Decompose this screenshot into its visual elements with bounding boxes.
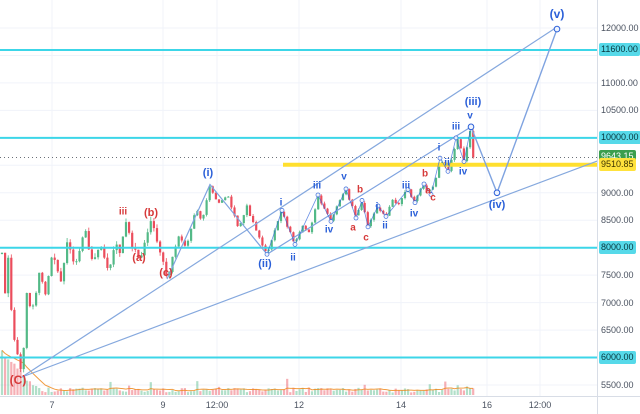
- wave-label-v[interactable]: v: [341, 172, 347, 183]
- time-axis[interactable]: 7 9 12:00 12 14 16 12:00: [0, 396, 597, 414]
- projection-pivot-marker[interactable]: [493, 189, 501, 197]
- wave-label-i[interactable]: i: [438, 143, 441, 154]
- price-tick: 10500.00: [601, 105, 639, 116]
- wave-label-a[interactable]: (a): [132, 252, 146, 264]
- wave-label-i[interactable]: (i): [203, 167, 214, 179]
- trendline[interactable]: [21, 159, 601, 378]
- wave-pivot-marker[interactable]: [428, 192, 434, 197]
- wave-label-ii[interactable]: (ii): [258, 258, 272, 270]
- price-tick: 7000.00: [601, 297, 634, 308]
- wave-label-iii[interactable]: (iii): [465, 96, 482, 108]
- wave-pivot-marker[interactable]: [264, 251, 270, 257]
- wave-pivot-marker[interactable]: [437, 155, 443, 161]
- wave-label-C[interactable]: (C): [10, 373, 27, 387]
- chart-canvas[interactable]: (C) iii (a) (b) (c) (i) (ii) i ii iii iv v a b c i ii iii…: [0, 0, 601, 396]
- price-badge-cyan: 6000.00: [599, 350, 636, 364]
- wave-label-v[interactable]: v: [467, 111, 473, 122]
- price-tick: 5500.00: [601, 380, 634, 390]
- price-tick: 11000.00: [601, 77, 638, 88]
- price-tick: 6500.00: [601, 325, 634, 336]
- price-tick: 12000.00: [601, 23, 639, 33]
- chart-svg: (C)iii(a)(b)(c)(i)(ii)iiiiiiivvabciiiiii…: [0, 0, 601, 396]
- wave-label-ii[interactable]: ii: [444, 158, 450, 169]
- time-tick: 16: [481, 400, 493, 410]
- price-badge-yellow: 9510.85: [599, 157, 636, 171]
- trendline[interactable]: [21, 26, 558, 378]
- price-badge-cyan: 8000.00: [599, 240, 636, 254]
- price-badge-cyan: 10000.00: [599, 130, 640, 144]
- wave-label-a[interactable]: a: [350, 223, 356, 234]
- elliott-wave-paths[interactable]: [166, 25, 561, 280]
- wave-pivot-marker[interactable]: [421, 181, 427, 187]
- wave-label-b[interactable]: (b): [144, 207, 158, 219]
- projection-pivot-marker[interactable]: [553, 25, 561, 33]
- wave-pivot-marker[interactable]: [461, 159, 467, 164]
- wave-label-a[interactable]: a: [425, 186, 431, 197]
- wave-label-iii[interactable]: iii: [452, 122, 461, 133]
- time-tick: 9: [160, 400, 166, 410]
- price-tick: 8500.00: [601, 215, 634, 226]
- minor-wave-path[interactable]: [266, 126, 472, 255]
- wave-labels[interactable]: (C)iii(a)(b)(c)(i)(ii)iiiiiiivvabciiiiii…: [10, 7, 565, 387]
- wave-pivot-marker[interactable]: [279, 207, 285, 213]
- projection-path[interactable]: [470, 28, 558, 195]
- wave-label-b[interactable]: b: [422, 169, 428, 180]
- wave-label-c[interactable]: (c): [159, 267, 173, 279]
- trendlines[interactable]: [21, 26, 601, 378]
- time-tick: 12:00: [205, 400, 229, 410]
- wave-pivot-marker[interactable]: [383, 213, 389, 219]
- price-tick: 9000.00: [601, 187, 634, 198]
- price-tick: 7500.00: [601, 270, 634, 281]
- axis-corner: [597, 396, 640, 414]
- wave-label-ii[interactable]: ii: [382, 221, 388, 232]
- major-wave-path[interactable]: [166, 126, 472, 280]
- projection-pivot-marker[interactable]: [467, 123, 475, 131]
- wave-label-iii[interactable]: iii: [313, 181, 322, 192]
- wave-label-iv[interactable]: iv: [325, 225, 334, 236]
- wave-label-i[interactable]: i: [376, 202, 379, 213]
- wave-pivot-marker[interactable]: [445, 168, 451, 174]
- price-axis[interactable]: 12000.00 11000.00 10500.00 9000.00 8500.00 75…: [597, 0, 640, 396]
- volume-bars: [0, 350, 475, 395]
- time-tick: 14: [395, 400, 407, 410]
- wave-pivot-marker[interactable]: [375, 203, 381, 209]
- price-level-lines[interactable]: [0, 48, 597, 359]
- volume-ma-line: [1, 350, 474, 392]
- wave-pivot-marker[interactable]: [292, 241, 298, 247]
- wave-label-c[interactable]: c: [430, 193, 436, 204]
- wave-pivot-marker[interactable]: [412, 200, 418, 206]
- wave-label-ii[interactable]: ii: [290, 253, 296, 264]
- wave-pivot-marker[interactable]: [365, 224, 371, 230]
- wave-label-iv[interactable]: (iv): [489, 199, 506, 211]
- wave-pivot-marker[interactable]: [315, 192, 321, 198]
- price-badge-cyan: 11600.00: [599, 42, 640, 56]
- time-tick: 12:00: [528, 400, 552, 410]
- wave-label-iii[interactable]: iii: [119, 207, 128, 218]
- wave-label-iv[interactable]: iv: [459, 167, 468, 178]
- wave-label-iv[interactable]: iv: [410, 209, 419, 220]
- wave-pivot-marker[interactable]: [405, 187, 411, 192]
- wave-pivot-marker[interactable]: [353, 215, 359, 221]
- wave-pivot-marker[interactable]: [343, 186, 349, 192]
- time-tick: 12: [293, 400, 305, 410]
- wave-label-i[interactable]: i: [280, 198, 283, 209]
- wave-pivot-marker[interactable]: [328, 218, 334, 224]
- wave-label-b[interactable]: b: [357, 185, 363, 196]
- wave-label-c[interactable]: c: [363, 233, 369, 244]
- time-tick: 7: [49, 400, 55, 410]
- wave-label-v[interactable]: (v): [550, 7, 565, 21]
- wave-pivot-marker[interactable]: [359, 198, 365, 203]
- wave-pivot-marker[interactable]: [453, 135, 459, 141]
- wave-label-iii[interactable]: iii: [402, 181, 411, 192]
